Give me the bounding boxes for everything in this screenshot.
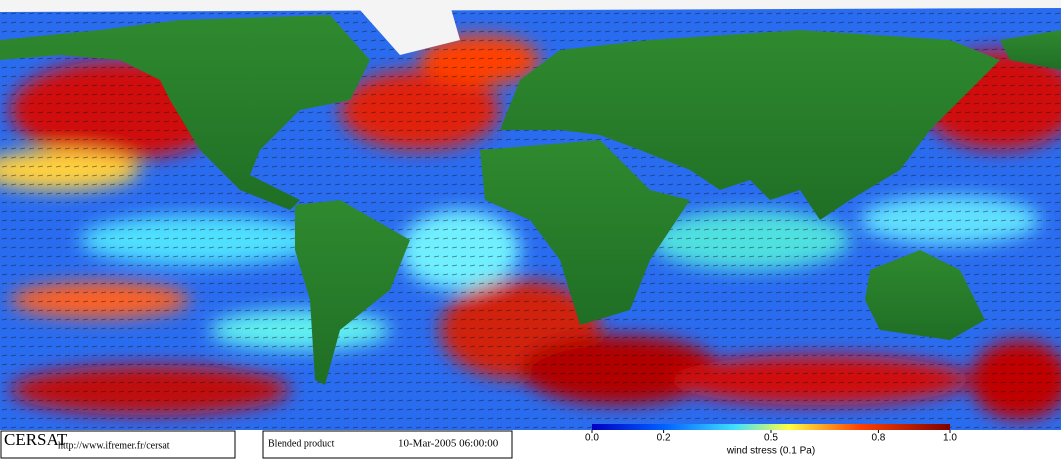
product-box <box>262 430 513 459</box>
logo: CERSAT <box>4 430 68 449</box>
colorbar: wind stress (0.1 Pa) 0.0 0.2 0.5 0.8 1.0 <box>585 424 957 457</box>
colorbar-tick-label: 0.5 <box>764 433 778 444</box>
colorbar-tick-label: 1.0 <box>943 433 957 444</box>
footer: CERSAT http://www.ifremer.fr/cersat Blen… <box>0 430 513 459</box>
product: Blended product <box>268 438 335 449</box>
logo-box <box>0 430 236 459</box>
url: http://www.ifremer.fr/cersat <box>58 440 170 451</box>
colorbar-tick-label: 0.0 <box>585 433 599 444</box>
colorbar-scale <box>592 424 950 430</box>
colorbar-tick-label: 0.8 <box>871 433 885 444</box>
colorbar-tick-label: 0.2 <box>657 433 671 444</box>
colorbar-label: wind stress (0.1 Pa) <box>726 446 815 457</box>
datetime: 10-Mar-2005 06:00:00 <box>398 438 499 450</box>
continents <box>0 15 1061 385</box>
